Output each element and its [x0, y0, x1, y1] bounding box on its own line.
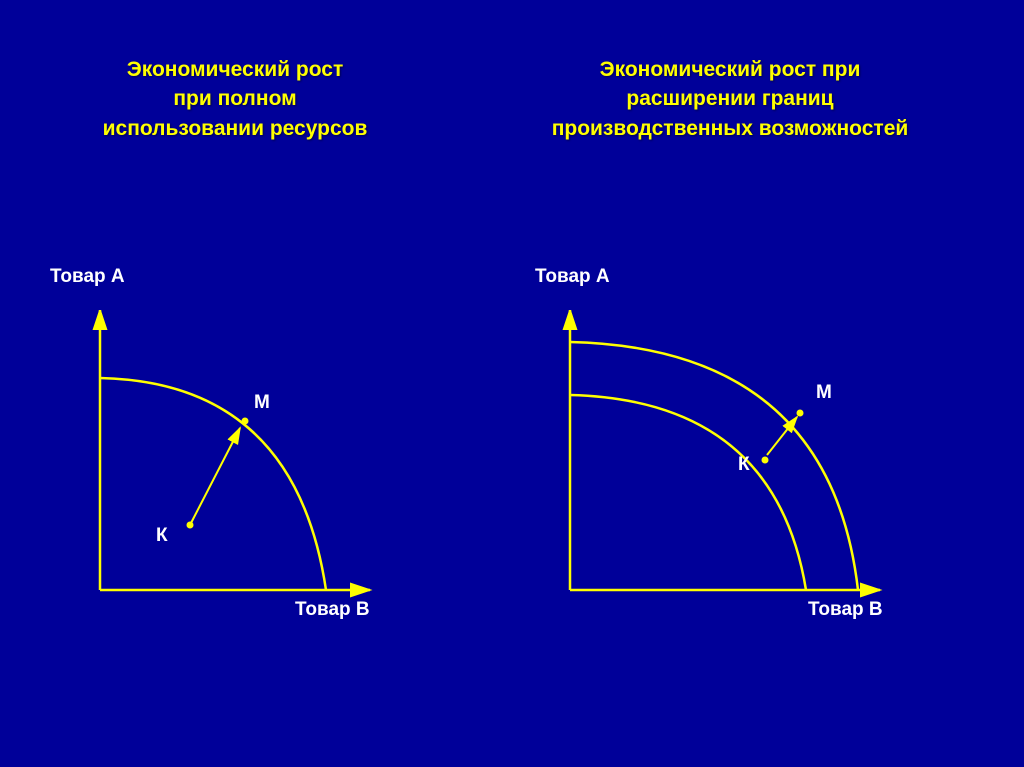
point-k-label-right: К	[738, 454, 750, 476]
point-m-label-right: М	[816, 382, 832, 404]
point-m	[242, 418, 249, 425]
right-title: Экономический рост прирасширении границп…	[480, 55, 980, 143]
y-axis-label-right: Товар А	[535, 266, 610, 288]
x-axis-label-right: Товар В	[808, 599, 883, 621]
arrow-k-m	[767, 417, 797, 455]
arrow-k-m	[190, 428, 240, 525]
outer-curve	[570, 342, 858, 590]
left-chart-svg	[80, 310, 400, 620]
x-axis-label-left: Товар В	[295, 599, 370, 621]
inner-curve	[570, 395, 806, 590]
right-chart-svg	[550, 310, 910, 620]
left-chart: Товар А Товар В М К	[80, 310, 400, 625]
y-axis-label-left: Товар А	[50, 266, 125, 288]
ppf-curve	[100, 378, 326, 590]
point-m-label-left: М	[254, 392, 270, 414]
right-chart: Товар А Товар В М К	[550, 310, 910, 625]
point-k-label-left: К	[156, 525, 168, 547]
left-title: Экономический ростпри полномиспользовани…	[60, 55, 410, 143]
point-m	[797, 410, 804, 417]
point-k	[762, 457, 769, 464]
